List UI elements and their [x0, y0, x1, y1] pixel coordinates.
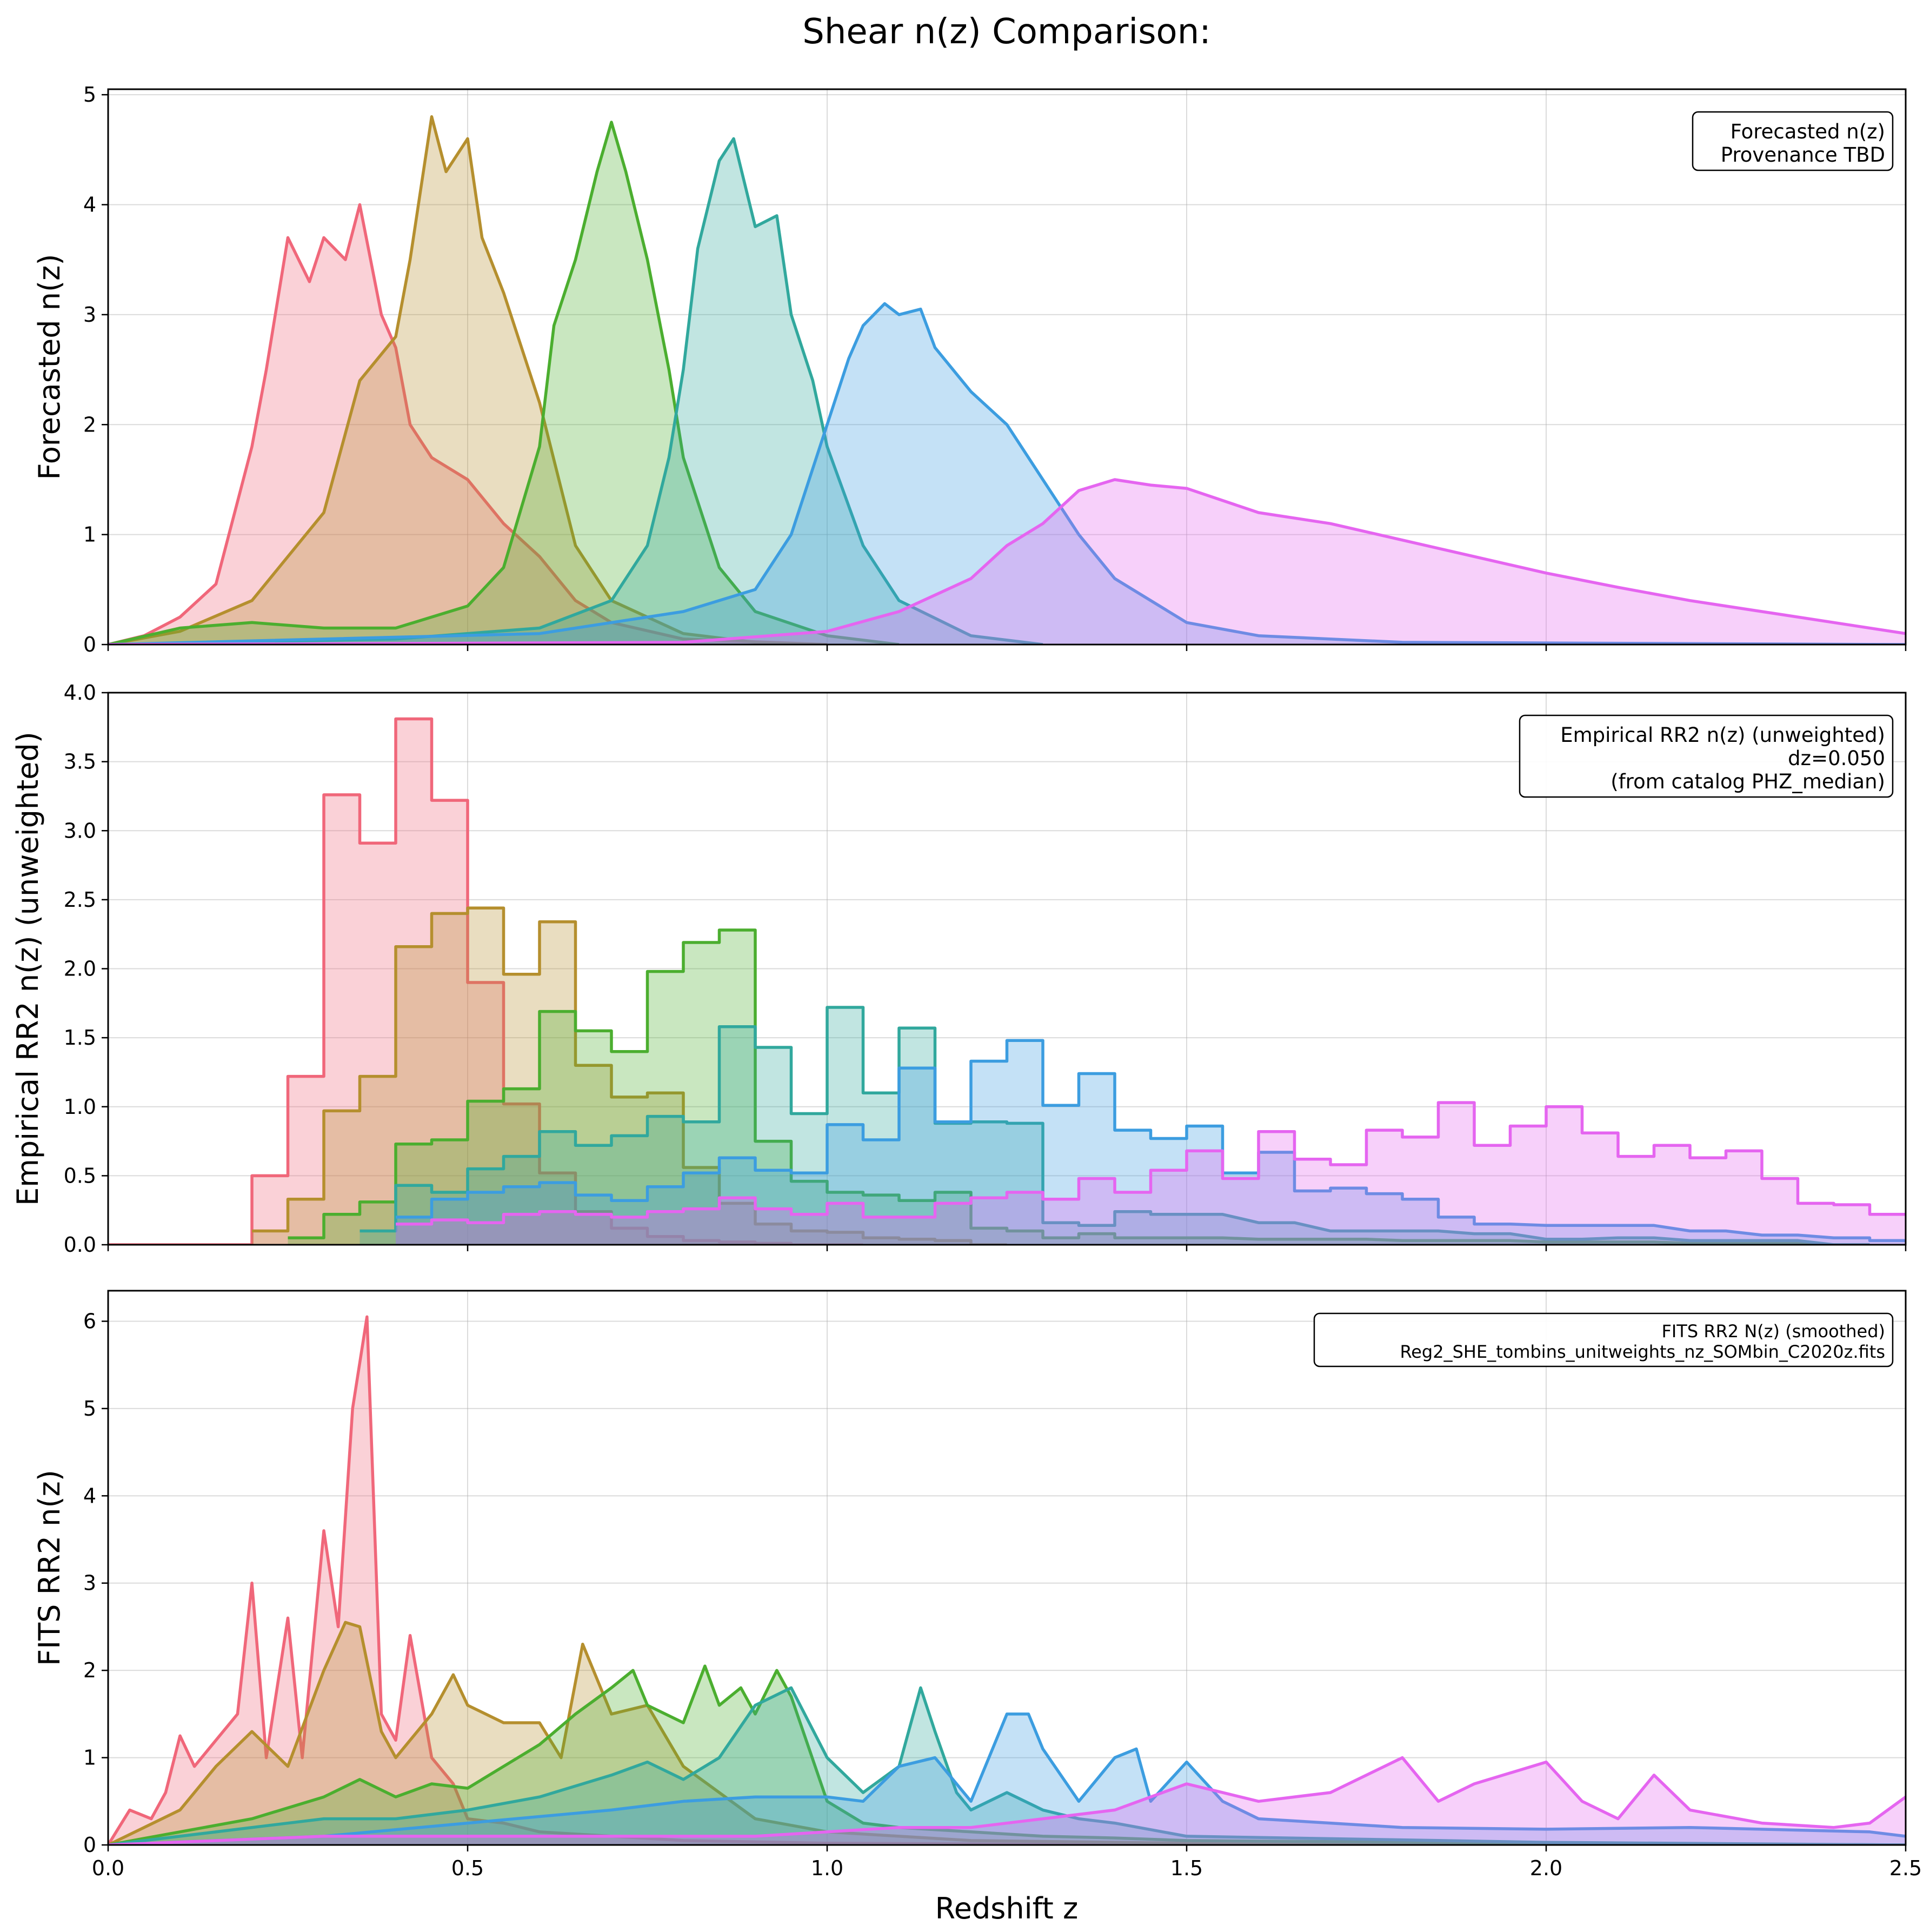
fits-x-tick-label-5: 2.5 — [1889, 1856, 1922, 1880]
empirical-y-tick-label-1: 0.5 — [64, 1164, 96, 1187]
empirical-series-3-line — [288, 928, 1870, 1245]
fits-series-4-line — [108, 1686, 1906, 1845]
forecasted-y-tick-label-3: 3 — [83, 303, 96, 327]
fits-y-axis-label: FITS RR2 n(z) — [32, 1470, 66, 1666]
forecasted-legend: Forecasted n(z)Provenance TBD — [1692, 111, 1894, 171]
fits-series-2-line — [108, 1621, 1906, 1845]
forecasted-y-tick-label-5: 5 — [83, 83, 96, 107]
fits-series-6-fill — [108, 1757, 1906, 1845]
empirical-y-tick-label-7: 3.5 — [64, 750, 96, 774]
empirical-panel: 0.0 0.5 1.0 1.5 2.0 2.5 3.0 3.5 4.0 Empirical RR2… — [11, 681, 1907, 1257]
fits-x-tick-label-4: 2.0 — [1530, 1856, 1562, 1880]
empirical-y-tick-label-2: 1.0 — [64, 1095, 96, 1119]
empirical-legend: Empirical RR2 n(z) (unweighted)dz=0.050(… — [1519, 714, 1894, 798]
forecasted-series-5-fill — [108, 303, 1906, 645]
figure-title: Shear n(z) Comparison: — [802, 12, 1211, 52]
fits-series-3-fill — [108, 1666, 1906, 1845]
forecasted-series-1-line — [108, 203, 828, 645]
empirical-series-group — [108, 717, 1906, 1245]
fits-legend: FITS RR2 N(z) (smoothed)Reg2_SHE_tombins… — [1313, 1312, 1894, 1367]
forecasted-series-1-fill — [108, 204, 827, 645]
forecasted-y-tick-label-4: 4 — [83, 193, 96, 217]
x-axis-label: Redshift z — [935, 1891, 1079, 1926]
forecasted-legend-box — [1692, 111, 1894, 171]
fits-x-tick-label-3: 1.5 — [1170, 1856, 1203, 1880]
fits-series-1-line — [108, 1315, 1906, 1845]
fits-x-tick-label-2: 1.0 — [811, 1856, 843, 1880]
forecasted-y-tick-label-0: 0 — [83, 633, 96, 656]
fits-legend-box — [1313, 1312, 1894, 1367]
forecasted-series-6-fill — [108, 480, 1906, 645]
fits-series-5-fill — [108, 1714, 1906, 1845]
fits-series-2-fill — [108, 1622, 1906, 1845]
empirical-series-2-line — [252, 906, 1007, 1245]
empirical-series-5-line — [396, 1039, 1906, 1243]
forecasted-series-2-fill — [108, 116, 827, 645]
forecasted-y-tick-label-2: 2 — [83, 413, 96, 436]
fits-y-tick-label-2: 2 — [83, 1658, 96, 1682]
fits-axes-frame — [107, 1290, 1907, 1846]
fits-legend-line-2: Reg2_SHE_tombins_unitweights_nz_SOMbin_C… — [1400, 1342, 1885, 1362]
forecasted-axes-frame — [107, 88, 1907, 646]
fits-series-3-line — [108, 1664, 1906, 1845]
fits-series-1-fill — [108, 1317, 1906, 1845]
empirical-y-tick-label-4: 2.0 — [64, 957, 96, 981]
empirical-y-tick-label-8: 4.0 — [64, 681, 96, 705]
fits-legend-line-1: FITS RR2 N(z) (smoothed) — [1661, 1321, 1885, 1342]
empirical-legend-line-3: (from catalog PHZ_median) — [1610, 770, 1885, 793]
empirical-y-tick-label-3: 1.5 — [64, 1026, 96, 1050]
forecasted-legend-line-1: Forecasted n(z) — [1731, 120, 1885, 143]
empirical-series-1-fill — [108, 719, 863, 1245]
empirical-y-tick-label-6: 3.0 — [64, 819, 96, 842]
empirical-series-2-fill — [252, 908, 1007, 1245]
fits-series-5-line — [108, 1712, 1906, 1845]
fits-y-tick-label-3: 3 — [83, 1571, 96, 1595]
forecasted-series-4-fill — [108, 138, 1043, 645]
forecasted-series-3-line — [108, 121, 900, 645]
fits-panel: 0 1 2 3 4 5 6 0.0 0.5 1.0 1.5 2.0 2.5 FITS RR2 n(z) FI… — [32, 1290, 1922, 1880]
empirical-series-1-line — [108, 717, 863, 1245]
fits-x-tick-label-0: 0.0 — [92, 1856, 124, 1880]
fits-series-6-line — [108, 1756, 1906, 1845]
empirical-series-3-fill — [288, 930, 1870, 1245]
empirical-y-tick-label-5: 2.5 — [64, 888, 96, 912]
empirical-series-6-line — [396, 1101, 1906, 1226]
empirical-legend-box — [1519, 714, 1894, 798]
forecasted-y-tick-label-1: 1 — [83, 523, 96, 547]
fits-series-4-fill — [108, 1688, 1906, 1845]
forecasted-legend-line-2: Provenance TBD — [1721, 143, 1885, 167]
fits-y-tick-label-4: 4 — [83, 1484, 96, 1508]
forecasted-y-axis-label: Forecasted n(z) — [32, 254, 66, 480]
forecasted-series-4-line — [108, 137, 1043, 645]
empirical-series-4-fill — [360, 1007, 1870, 1245]
empirical-legend-line-2: dz=0.050 — [1788, 747, 1885, 770]
fits-x-tick-label-1: 0.5 — [451, 1856, 484, 1880]
fits-y-tick-label-1: 1 — [83, 1746, 96, 1770]
empirical-y-tick-label-0: 0.0 — [64, 1233, 96, 1257]
fits-series-group — [108, 1315, 1906, 1845]
empirical-series-5-fill — [396, 1040, 1906, 1245]
fits-y-tick-label-5: 5 — [83, 1397, 96, 1420]
empirical-legend-line-1: Empirical RR2 n(z) (unweighted) — [1560, 723, 1885, 747]
empirical-y-axis-label: Empirical RR2 n(z) (unweighted) — [11, 732, 45, 1206]
forecasted-series-6-line — [108, 478, 1906, 645]
fits-y-tick-label-6: 6 — [83, 1309, 96, 1333]
forecasted-series-5-line — [108, 302, 1906, 645]
forecasted-series-group — [108, 115, 1906, 645]
fits-y-tick-label-0: 0 — [83, 1833, 96, 1857]
